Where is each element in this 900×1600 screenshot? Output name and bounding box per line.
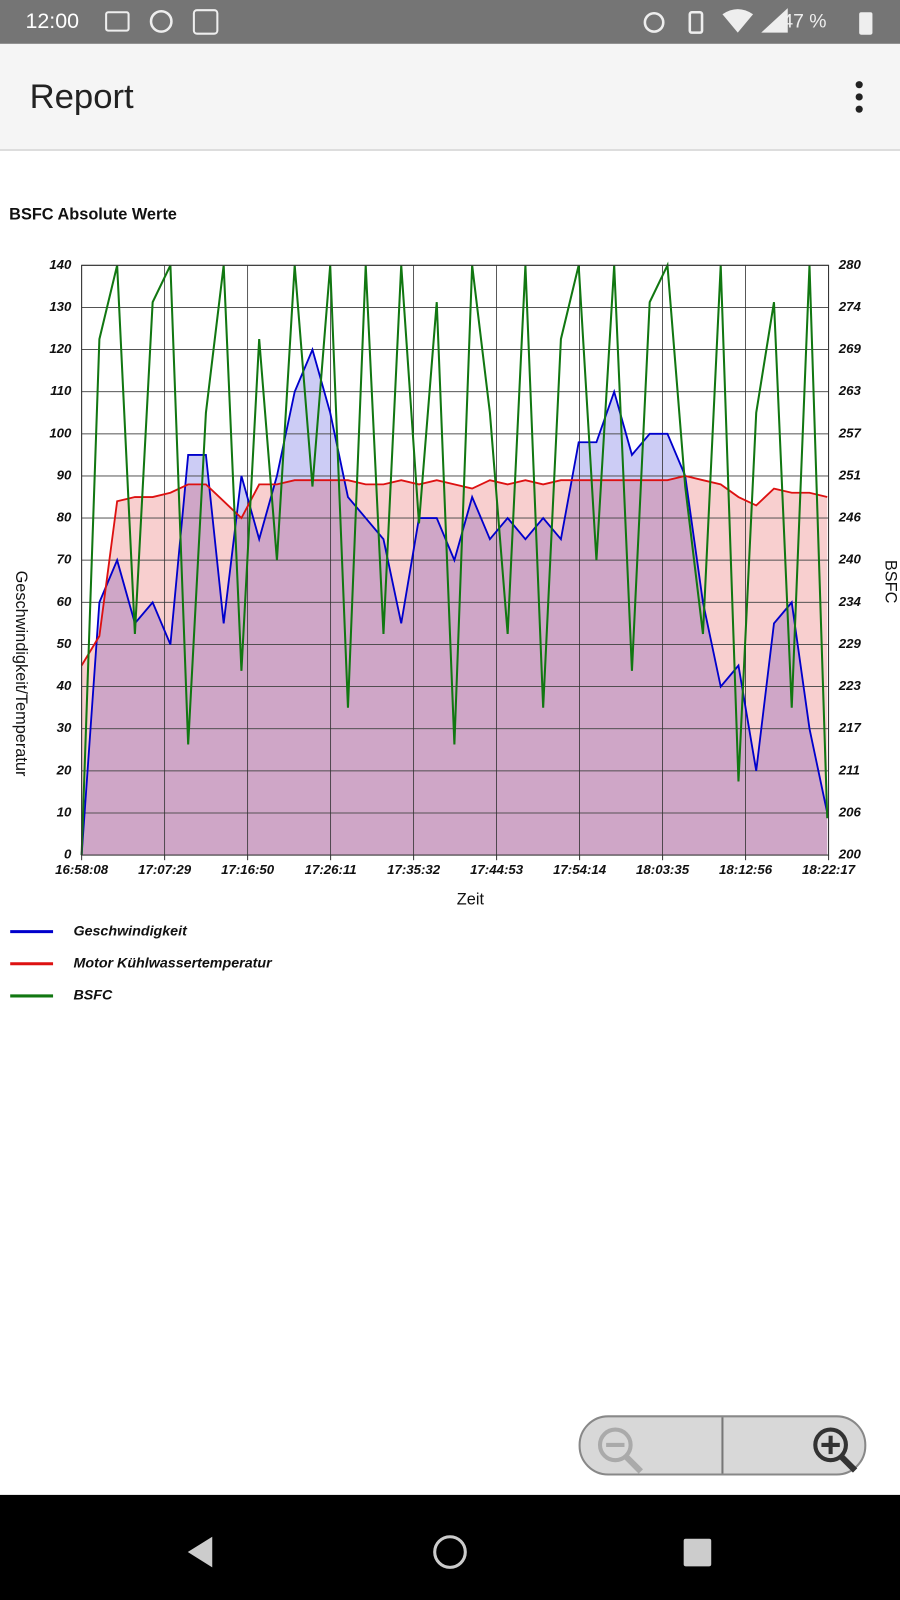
y2-tick-label: 223 xyxy=(838,678,862,693)
y-tick-label: 30 xyxy=(57,720,72,735)
nav-back[interactable] xyxy=(187,1536,213,1568)
battery-text: 47 % xyxy=(782,11,826,33)
zoom-out-icon[interactable] xyxy=(597,1427,633,1463)
plot: 0 10 20 30 40 50 60 70 80 90 100 110 120 130 140 200 206… xyxy=(10,257,862,1004)
x-tick-label: 17:35:32 xyxy=(387,862,441,877)
menu-dot[interactable] xyxy=(855,105,863,113)
nav-recent[interactable] xyxy=(683,1538,712,1567)
x-tick-label: 18:12:56 xyxy=(719,862,773,877)
menu-dot[interactable] xyxy=(855,81,863,89)
y-tick-label: 140 xyxy=(49,257,72,272)
x-tick-label: 18:22:17 xyxy=(802,862,856,877)
status-bar xyxy=(0,0,900,44)
y2-tick-label: 200 xyxy=(838,847,862,862)
alarm-icon xyxy=(643,11,665,33)
y-tick-label: 90 xyxy=(57,467,72,482)
y-tick-label: 120 xyxy=(49,341,72,356)
series-line xyxy=(80,474,828,666)
battery-icon xyxy=(859,12,873,35)
wifi-icon xyxy=(722,9,754,33)
nav-bar xyxy=(0,1494,900,1600)
chart-title: BSFC Absolute Werte xyxy=(9,206,177,224)
app-bar xyxy=(0,43,900,151)
vibrate-icon xyxy=(688,10,704,34)
signal-icon xyxy=(761,8,788,33)
series-line xyxy=(80,346,829,856)
zoom-control[interactable] xyxy=(578,1415,867,1476)
y2-tick-label: 211 xyxy=(838,762,860,777)
legend-label: BSFC xyxy=(73,988,113,1004)
y2-tick-label: 240 xyxy=(838,552,862,567)
nav-home[interactable] xyxy=(433,1535,467,1569)
legend-label: Geschwindigkeit xyxy=(73,923,188,939)
y2-tick-label: 280 xyxy=(838,257,862,272)
x-tick-label: 18:03:35 xyxy=(636,862,690,877)
status-time: 12:00 xyxy=(26,9,80,33)
y-tick-label: 70 xyxy=(57,552,72,567)
whatsapp-icon xyxy=(149,9,173,33)
y2-tick-label: 251 xyxy=(838,467,861,482)
y2-tick-label: 246 xyxy=(838,510,862,525)
x-tick-label: 17:26:11 xyxy=(305,862,357,877)
x-tick-label: 17:07:29 xyxy=(138,862,192,877)
x-tick-label: 17:16:50 xyxy=(221,862,275,877)
y2-tick-label: 229 xyxy=(838,636,862,651)
y2-tick-label: 274 xyxy=(838,299,862,314)
y-tick-label: 100 xyxy=(49,425,72,440)
y2-tick-label: 217 xyxy=(838,720,862,735)
y-tick-label: 50 xyxy=(57,636,72,651)
gallery-icon xyxy=(105,11,130,32)
plot-frame xyxy=(81,264,830,856)
y2-axis-label: BSFC xyxy=(881,560,899,604)
y-tick-label: 40 xyxy=(56,678,72,693)
zoom-in-icon[interactable] xyxy=(839,1454,858,1473)
x-tick-label: 17:44:53 xyxy=(470,862,524,877)
y-tick-label: 60 xyxy=(57,594,72,609)
y-tick-label: 130 xyxy=(49,299,72,314)
y2-tick-label: 257 xyxy=(838,425,862,440)
app-icon xyxy=(192,9,219,35)
zoom-out-icon[interactable] xyxy=(624,1454,643,1474)
overflow-menu[interactable] xyxy=(855,81,863,113)
y-tick-label: 80 xyxy=(57,510,72,525)
y-tick-label: 110 xyxy=(50,383,72,398)
x-axis-label: Zeit xyxy=(457,890,485,908)
legend-label: Motor Kühlwassertemperatur xyxy=(73,956,273,972)
y-tick-label: 10 xyxy=(57,804,72,819)
y2-tick-label: 269 xyxy=(838,341,862,356)
y2-tick-label: 263 xyxy=(838,383,862,398)
y-tick-label: 20 xyxy=(56,762,72,777)
app-title: Report xyxy=(30,78,134,116)
y2-tick-label: 206 xyxy=(838,804,862,819)
zoom-in-icon[interactable] xyxy=(813,1427,848,1463)
x-tick-label: 17:54:14 xyxy=(553,862,607,877)
x-tick-label: 16:58:08 xyxy=(55,862,109,877)
y-axis-label: Geschwindigkeit/Temperatur xyxy=(12,571,30,777)
menu-dot[interactable] xyxy=(855,93,863,101)
y-tick-label: 0 xyxy=(64,847,72,862)
series-line xyxy=(80,261,829,856)
series-area xyxy=(81,475,828,856)
y2-tick-label: 234 xyxy=(838,594,862,609)
